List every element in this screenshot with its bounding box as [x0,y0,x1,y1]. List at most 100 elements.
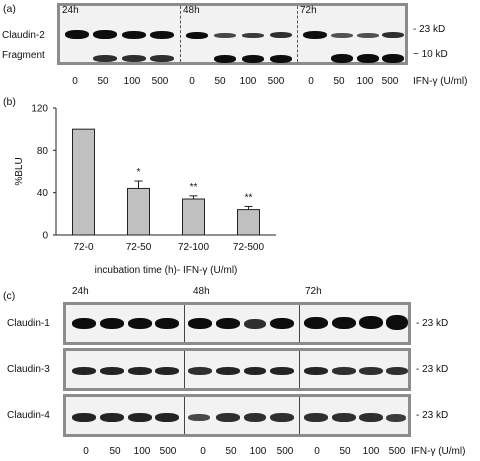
lane-separator [184,351,185,388]
dose-label: 50 [225,446,237,457]
x-tick-label: 72-100 [178,242,210,253]
y-tick-label: 80 [37,146,49,157]
dose-label: 0 [83,446,89,457]
band [214,33,236,38]
band [155,413,179,422]
band [304,367,328,375]
dose-label: 100 [239,76,257,87]
dose-label: 50 [339,446,351,457]
lane-separator [180,6,181,62]
significance-marker: * [137,167,141,178]
x-tick-label: 72-0 [73,242,93,253]
dose-label: 500 [276,446,294,457]
blot-claudin-4 [63,394,411,437]
dose-axis-label: IFN-γ (U/ml) [413,76,468,87]
band [357,54,379,63]
band [331,54,353,63]
band [332,367,356,375]
dose-label: 50 [214,76,226,87]
lane-separator [299,397,300,434]
band [72,413,96,422]
band [242,55,264,63]
dose-label: 0 [308,76,314,87]
lane-separator [297,6,298,62]
band [150,31,174,39]
bar [182,198,205,236]
band [359,316,383,329]
band [122,31,146,39]
dose-label: 500 [151,76,169,87]
dose-label: 50 [333,76,345,87]
dose-label: 100 [133,446,151,457]
dose-label: 0 [189,76,195,87]
dose-label: 0 [200,446,206,457]
blot-claudin-3 [63,348,411,391]
band [188,367,212,375]
band [72,318,96,329]
x-tick-label: 72-50 [126,242,152,253]
band [357,33,379,38]
dose-label: 500 [388,446,406,457]
band [65,30,89,39]
band [386,414,406,422]
band [100,367,124,375]
band [382,32,404,38]
band [244,319,266,329]
size-marker: - 23 kD [413,24,446,35]
y-tick-label: 120 [31,104,48,115]
band [382,54,404,63]
x-tick-label: 72-500 [233,242,265,253]
band [72,367,96,375]
dose-label: 0 [314,446,320,457]
size-marker: ~ 10 kD [413,49,448,60]
dose-label: 100 [249,446,267,457]
band [386,367,408,375]
dose-label: 50 [97,76,109,87]
band [128,318,152,329]
blot-claudin-1 [63,302,411,345]
dose-label: 100 [362,446,380,457]
size-marker: - 23 kD [416,318,449,329]
band [150,55,174,62]
band [270,318,294,329]
timepoint-label: 24h [62,5,79,16]
band [332,317,356,329]
band [270,32,292,38]
timepoint-label: 48h [193,286,210,297]
band [100,413,124,422]
band [270,413,294,422]
blot-a [57,3,408,65]
timepoint-label: 72h [300,5,317,16]
dose-label: 100 [356,76,374,87]
band [128,413,152,422]
bar [127,187,150,236]
band [359,367,383,375]
band [216,413,240,422]
band [186,32,208,39]
band [270,367,294,375]
band [188,318,212,329]
x-axis-label: incubation time (h)- IFN-γ (U/ml) [95,265,238,276]
dose-label: 50 [109,446,121,457]
band [155,318,179,329]
lane-separator [184,305,185,342]
size-marker: - 23 kD [416,410,449,421]
band [332,413,356,422]
band [216,367,240,375]
lane-separator [299,305,300,342]
band [331,33,353,38]
dose-axis-label: IFN-γ (U/ml) [411,446,466,457]
size-marker: - 23 kD [416,364,449,375]
y-tick-label: 0 [42,231,48,242]
band [188,414,210,421]
band [214,55,236,63]
dose-label: 500 [159,446,177,457]
lane-separator [299,351,300,388]
band [244,413,266,422]
dose-label: 0 [72,76,78,87]
band [128,367,152,375]
lane-separator [184,397,185,434]
bar-chart: 0 40 80 120 72-0 * 72-50 ** 72-100 ** 72-500 incuba… [14,104,276,276]
band [303,31,327,39]
y-tick-label: 40 [37,188,49,199]
